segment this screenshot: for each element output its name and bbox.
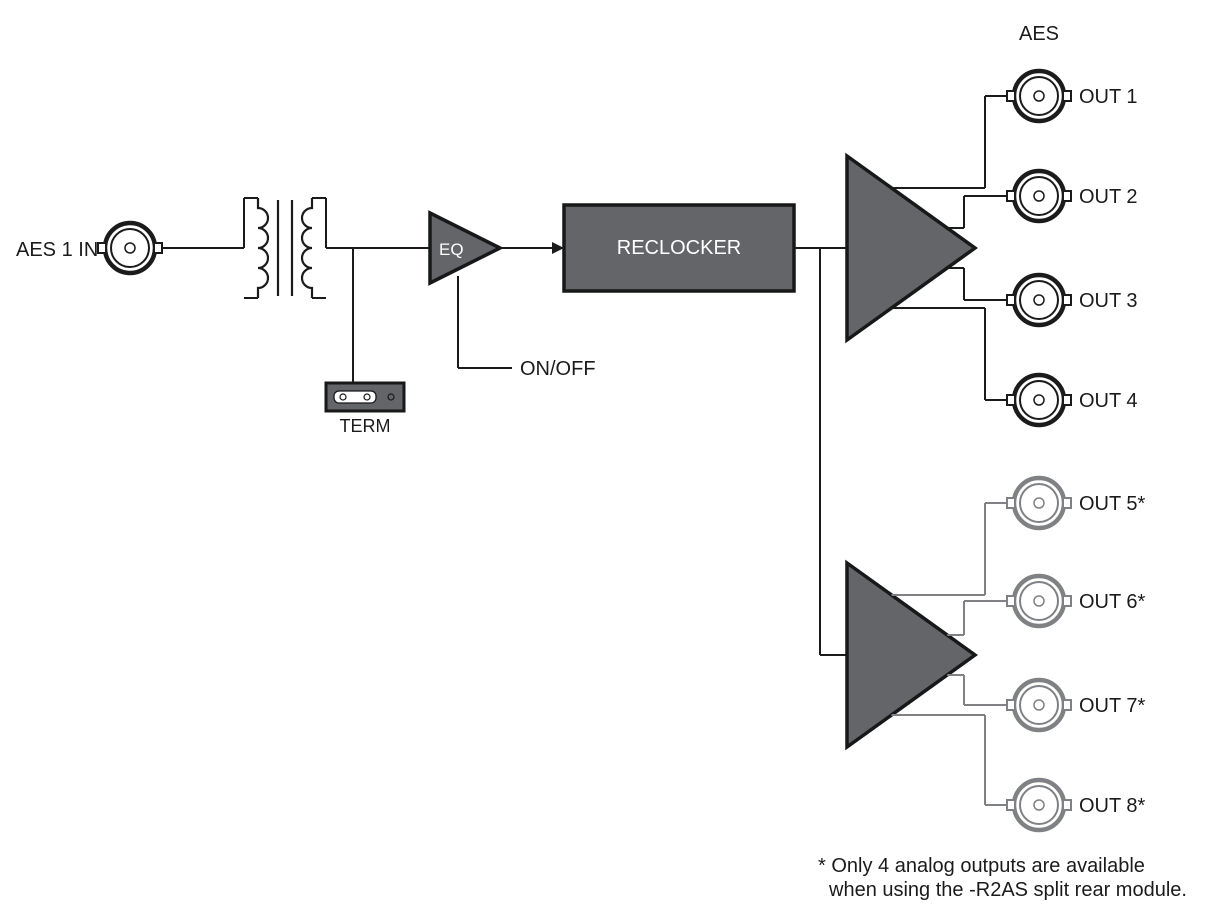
output-connector [1007,71,1071,121]
output-label: OUT 6* [1079,591,1146,613]
term-block [326,383,404,411]
block-diagram: AES 1 IN TERM EQ ON/OFF [0,0,1220,917]
aes-header: AES [1019,23,1059,45]
output-connector [1007,680,1071,730]
footnote-line2: when using the -R2AS split rear module. [828,879,1187,901]
output-connector [1007,275,1071,325]
eq-label: EQ [439,240,464,259]
output-connector [1007,780,1071,830]
term-label: TERM [340,416,391,436]
output-amp-1 [847,156,975,340]
input-connector [98,223,162,273]
output-label: OUT 4 [1079,390,1138,412]
output-label: OUT 5* [1079,493,1146,515]
output-connector [1007,576,1071,626]
output-label: OUT 1 [1079,86,1138,108]
output-label: OUT 2 [1079,186,1138,208]
output-connector [1007,478,1071,528]
transformer [244,198,326,298]
output-label: OUT 7* [1079,695,1146,717]
output-connector [1007,171,1071,221]
output-label: OUT 3 [1079,290,1138,312]
output-amp-2 [847,563,975,747]
onoff-label: ON/OFF [520,358,596,380]
reclocker-label: RECLOCKER [617,237,741,259]
footnote-line1: * Only 4 analog outputs are available [818,855,1145,877]
eq-amp: EQ [430,213,500,283]
arrowhead [552,242,564,254]
output-label: OUT 8* [1079,795,1146,817]
output-connector [1007,375,1071,425]
input-label: AES 1 IN [16,239,98,261]
